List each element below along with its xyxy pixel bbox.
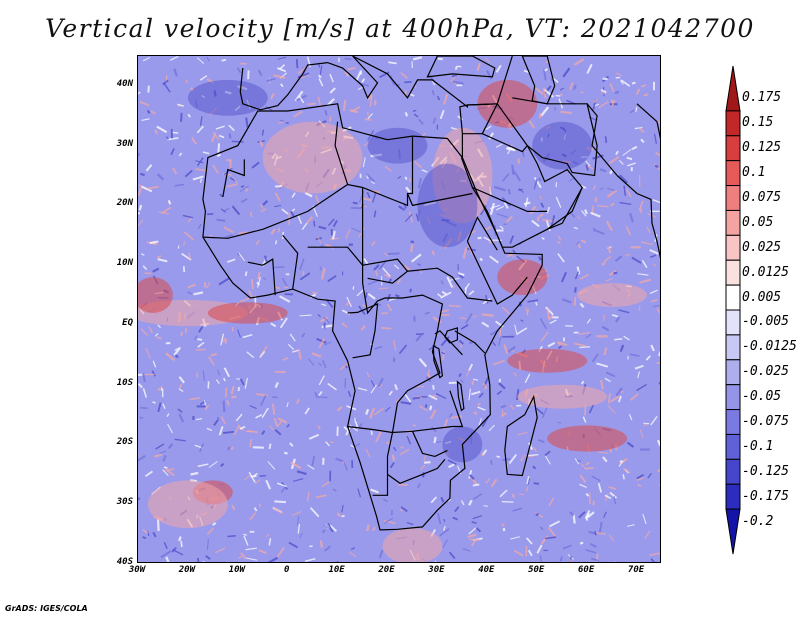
country-border-9 — [347, 425, 394, 496]
country-border-7 — [347, 303, 379, 359]
lon-tick-label: 10E — [328, 565, 345, 575]
colorbar-segment — [725, 458, 741, 485]
lake-tanganyika-outline — [432, 344, 444, 379]
iran-coastline — [512, 97, 598, 177]
country-border-3 — [202, 228, 263, 239]
colorbar-level-label: -0.1 — [742, 438, 774, 454]
lat-tick-label: 10S — [116, 377, 133, 388]
lon-tick-label: 70E — [627, 565, 645, 575]
country-border-22 — [546, 187, 583, 230]
africa-coastline — [202, 103, 543, 531]
country-border-2 — [334, 121, 349, 185]
lat-tick-label: 20S — [116, 437, 133, 448]
black-sea-coastline — [426, 56, 496, 78]
lat-tick-label: EQ — [122, 317, 133, 328]
lake-malawi-outline — [456, 380, 465, 412]
colorbar-level-label: 0.1 — [742, 165, 766, 181]
colorbar-level-label: -0.05 — [742, 389, 782, 405]
colorbar-level-label: -0.005 — [742, 314, 789, 330]
colorbar-segment — [725, 185, 741, 211]
colorbar-level-label: 0.025 — [742, 239, 782, 255]
lon-tick-label: 60E — [578, 565, 595, 575]
country-border-0 — [222, 159, 245, 198]
country-border-1 — [262, 136, 414, 230]
country-border-19 — [462, 103, 498, 135]
colorbar-level-label: 0.075 — [742, 190, 782, 205]
country-border-15 — [466, 241, 528, 305]
colorbar-segment — [725, 334, 741, 361]
colorbar-segment — [725, 135, 741, 162]
lon-tick-label: 10W — [228, 565, 245, 575]
country-border-17 — [282, 234, 299, 290]
country-border-24 — [636, 103, 660, 139]
colorbar-segment — [725, 259, 741, 286]
india-coastline — [616, 175, 660, 259]
caspian-coastline — [521, 56, 556, 105]
country-border-8 — [391, 330, 464, 434]
colorbar-level-label: 0.05 — [742, 214, 774, 230]
colorbar-level-label: -0.025 — [742, 364, 789, 380]
lat-tick-label: 30S — [116, 497, 133, 508]
lat-tick-label: 10N — [116, 258, 133, 269]
colorbar-segment — [725, 409, 741, 435]
madagascar-coastline — [504, 394, 538, 477]
colorbar-segment — [725, 384, 741, 411]
colorbar-segment — [725, 110, 741, 137]
map-title: Vertical velocity [m/s] at 400hPa, VT: 2… — [45, 14, 755, 43]
vertical-velocity-field — [138, 56, 660, 562]
colorbar-segment — [725, 209, 741, 236]
lat-tick-label: 20N — [116, 198, 133, 209]
lat-tick-label: 30N — [116, 138, 133, 149]
arabia-coastline — [459, 103, 583, 248]
country-border-11 — [387, 459, 446, 484]
colorbar-segment — [725, 160, 741, 187]
map-panel[interactable] — [137, 55, 661, 563]
country-border-6 — [362, 187, 444, 332]
lon-tick-label: 50E — [528, 565, 545, 575]
country-border-20 — [482, 133, 528, 153]
colorbar-segment — [725, 309, 741, 336]
lat-tick-label: 40N — [116, 78, 133, 89]
colorbar-bottom-arrow — [725, 508, 741, 555]
europe-coastline — [239, 56, 513, 111]
country-border-10 — [411, 431, 448, 458]
colorbar — [725, 65, 741, 555]
lon-tick-label: 30W — [128, 565, 146, 575]
colorbar-level-label: 0.0125 — [742, 264, 789, 280]
colorbar-level-label: -0.2 — [742, 513, 774, 529]
colorbar-level-label: 0.005 — [742, 289, 782, 305]
country-border-5 — [406, 192, 473, 207]
lon-tick-label: 20W — [178, 565, 196, 575]
colorbar-segment — [725, 359, 741, 386]
colorbar-level-label: -0.075 — [742, 414, 789, 429]
country-border-13 — [434, 330, 463, 356]
updraft-regions — [138, 79, 648, 562]
country-border-23 — [586, 103, 618, 176]
colorbar-top-arrow — [725, 65, 741, 112]
colorbar-level-label: 0.125 — [742, 140, 782, 156]
colorbar-level-label: -0.125 — [742, 463, 789, 479]
lon-tick-label: 20E — [378, 565, 395, 575]
country-border-18 — [247, 258, 276, 296]
lon-tick-label: 30E — [428, 565, 445, 575]
colorbar-segment — [725, 433, 741, 460]
country-border-12 — [454, 330, 486, 354]
country-border-16 — [367, 270, 408, 284]
country-border-21 — [472, 186, 548, 212]
colorbar-level-label: -0.0125 — [742, 339, 797, 355]
country-border-14 — [466, 216, 498, 251]
lon-tick-label: 0 — [283, 565, 290, 575]
grads-credit: GrADS: IGES/COLA — [5, 604, 88, 613]
lat-tick-label: 40S — [116, 557, 133, 567]
colorbar-level-label: 0.15 — [742, 115, 774, 131]
colorbar-level-label: 0.175 — [742, 90, 782, 106]
colorbar-level-label: -0.175 — [742, 488, 789, 504]
lon-tick-label: 40E — [478, 565, 495, 575]
colorbar-segment — [725, 284, 741, 311]
colorbar-segment — [725, 483, 741, 510]
colorbar-segment — [725, 234, 741, 261]
